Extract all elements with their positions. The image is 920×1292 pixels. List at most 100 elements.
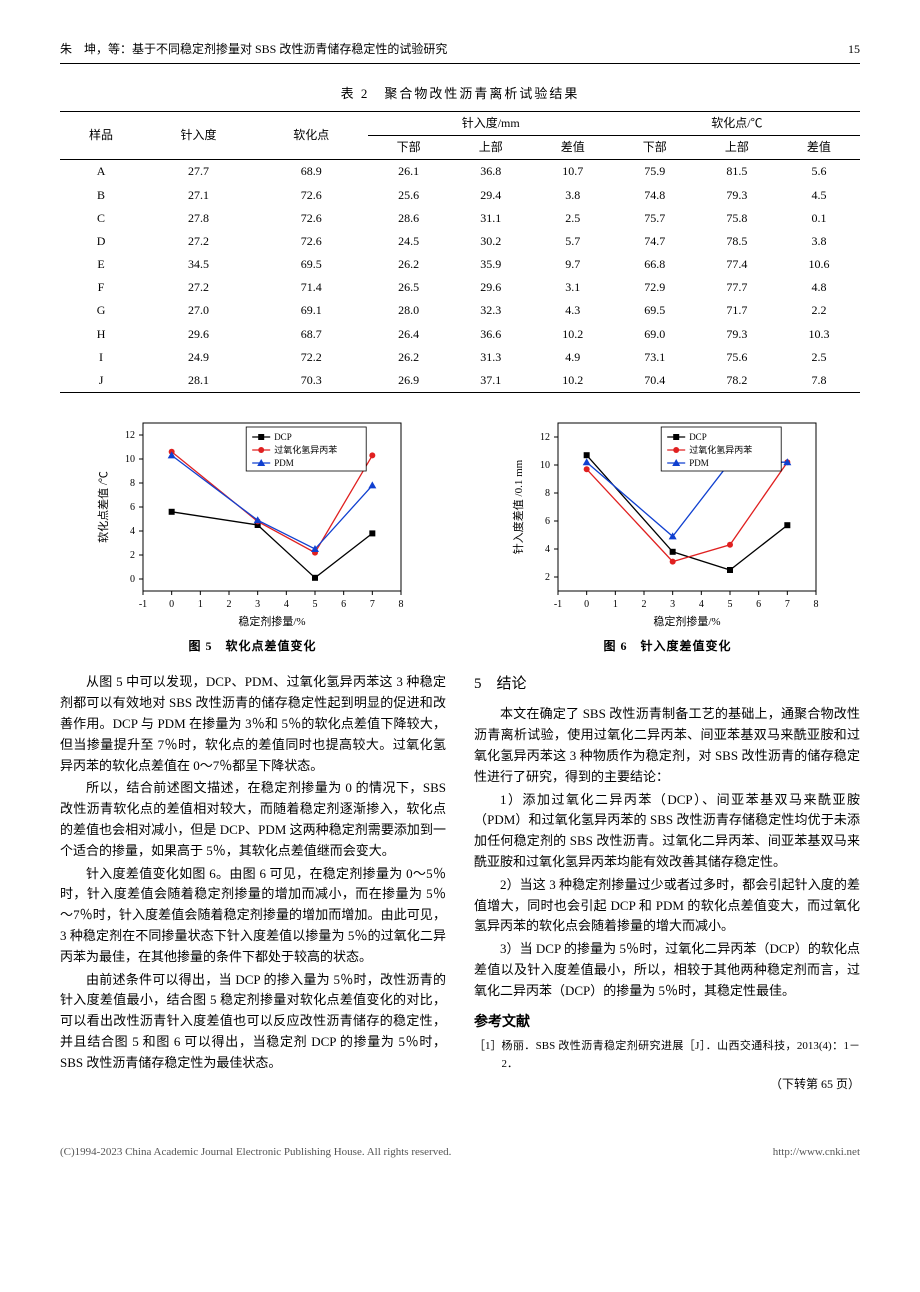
table-cell: 77.7 — [696, 276, 778, 299]
footer-left: (C)1994-2023 China Academic Journal Elec… — [60, 1144, 451, 1162]
table-cell: 34.5 — [142, 253, 255, 276]
para: 所以，结合前述图文描述，在稳定剂掺量为 0 的情况下，SBS 改性沥青软化点的差… — [60, 778, 446, 861]
table-cell: 10.6 — [778, 253, 860, 276]
sub-header: 上部 — [450, 136, 532, 160]
svg-text:-1: -1 — [553, 599, 561, 610]
table-cell: 24.9 — [142, 346, 255, 369]
svg-text:8: 8 — [813, 599, 818, 610]
table-row: C27.872.628.631.12.575.775.80.1 — [60, 207, 860, 230]
continued-note: （下转第 65 页） — [474, 1075, 860, 1094]
svg-text:PDM: PDM — [689, 458, 709, 468]
chart-5-caption: 图 5 软化点差值变化 — [60, 637, 445, 656]
table-row: B27.172.625.629.43.874.879.34.5 — [60, 184, 860, 207]
svg-text:2: 2 — [226, 599, 231, 610]
table-row: F27.271.426.529.63.172.977.74.8 — [60, 276, 860, 299]
footer-right: http://www.cnki.net — [773, 1144, 860, 1162]
table-cell: 73.1 — [614, 346, 696, 369]
table-cell: 72.9 — [614, 276, 696, 299]
page-number: 15 — [848, 40, 860, 59]
para: 针入度差值变化如图 6。由图 6 可见，在稳定剂掺量为 0～5％时，针入度差值会… — [60, 864, 446, 968]
table-cell: 78.5 — [696, 230, 778, 253]
table-cell: 75.7 — [614, 207, 696, 230]
table-cell: 36.8 — [450, 160, 532, 184]
svg-text:2: 2 — [545, 572, 550, 583]
table-cell: 3.8 — [778, 230, 860, 253]
table-cell: 7.8 — [778, 369, 860, 393]
svg-text:10: 10 — [125, 454, 135, 465]
table-cell: J — [60, 369, 142, 393]
table-cell: 79.3 — [696, 184, 778, 207]
table-cell: 81.5 — [696, 160, 778, 184]
table-cell: I — [60, 346, 142, 369]
table-cell: 5.6 — [778, 160, 860, 184]
svg-text:8: 8 — [545, 488, 550, 499]
svg-text:DCP: DCP — [689, 432, 707, 442]
svg-text:0: 0 — [584, 599, 589, 610]
table-cell: 71.4 — [255, 276, 368, 299]
svg-text:5: 5 — [727, 599, 732, 610]
table-cell: 72.6 — [255, 207, 368, 230]
table-cell: 72.6 — [255, 184, 368, 207]
table-cell: 2.5 — [532, 207, 614, 230]
page-header: 朱 坤，等：基于不同稳定剂掺量对 SBS 改性沥青储存稳定性的试验研究 15 — [60, 40, 860, 64]
table-cell: 28.6 — [368, 207, 450, 230]
reference-item: ［1］ 杨丽．SBS 改性沥青稳定剂研究进展［J］．山西交通科技，2013(4)… — [474, 1038, 860, 1073]
table-cell: E — [60, 253, 142, 276]
svg-text:12: 12 — [125, 430, 135, 441]
table-cell: 5.7 — [532, 230, 614, 253]
table-row: G27.069.128.032.34.369.571.72.2 — [60, 299, 860, 322]
table-cell: 72.6 — [255, 230, 368, 253]
references-title: 参考文献 — [474, 1012, 860, 1034]
table-row: J28.170.326.937.110.270.478.27.8 — [60, 369, 860, 393]
table-title: 表 2 聚合物改性沥青离析试验结果 — [60, 84, 860, 105]
footer: (C)1994-2023 China Academic Journal Elec… — [60, 1144, 860, 1162]
table-cell: 72.2 — [255, 346, 368, 369]
svg-text:5: 5 — [312, 599, 317, 610]
table-cell: 9.7 — [532, 253, 614, 276]
table-cell: 75.8 — [696, 207, 778, 230]
svg-text:1: 1 — [197, 599, 202, 610]
section-5-title: 5 结论 — [474, 672, 860, 696]
table-cell: 74.8 — [614, 184, 696, 207]
para: 2）当这 3 种稳定剂掺量过少或者过多时，都会引起针入度的差值增大，同时也会引起… — [474, 875, 860, 937]
table-cell: 25.6 — [368, 184, 450, 207]
svg-text:稳定剂掺量/%: 稳定剂掺量/% — [653, 614, 720, 628]
table-cell: 75.9 — [614, 160, 696, 184]
svg-text:6: 6 — [341, 599, 346, 610]
chart-5-block: -1012345678稳定剂掺量/%024681012软化点差值 /℃DCP过氧… — [60, 411, 445, 656]
table-cell: 30.2 — [450, 230, 532, 253]
table-cell: D — [60, 230, 142, 253]
table-cell: 2.5 — [778, 346, 860, 369]
svg-text:3: 3 — [670, 599, 675, 610]
table-cell: 27.7 — [142, 160, 255, 184]
table-cell: 35.9 — [450, 253, 532, 276]
table-cell: 10.7 — [532, 160, 614, 184]
table-cell: 27.1 — [142, 184, 255, 207]
table-cell: 3.8 — [532, 184, 614, 207]
svg-text:1: 1 — [612, 599, 617, 610]
svg-text:0: 0 — [130, 574, 135, 585]
col-group-soft: 软化点/℃ — [614, 111, 860, 135]
sub-header: 下部 — [368, 136, 450, 160]
table-row: A27.768.926.136.810.775.981.55.6 — [60, 160, 860, 184]
ref-text: 杨丽．SBS 改性沥青稳定剂研究进展［J］．山西交通科技，2013(4)：1－2… — [502, 1040, 861, 1070]
col-softening: 软化点 — [255, 111, 368, 159]
svg-text:6: 6 — [545, 516, 550, 527]
svg-text:8: 8 — [398, 599, 403, 610]
col-sample: 样品 — [60, 111, 142, 159]
table-row: H29.668.726.436.610.269.079.310.3 — [60, 323, 860, 346]
table-cell: H — [60, 323, 142, 346]
table-cell: 69.5 — [614, 299, 696, 322]
table-cell: 70.3 — [255, 369, 368, 393]
body-text: 从图 5 中可以发现，DCP、PDM、过氧化氢异丙苯这 3 种稳定剂都可以有效地… — [60, 672, 860, 1094]
svg-text:4: 4 — [698, 599, 703, 610]
svg-text:2: 2 — [641, 599, 646, 610]
svg-text:稳定剂掺量/%: 稳定剂掺量/% — [238, 614, 305, 628]
table-cell: 4.3 — [532, 299, 614, 322]
results-table: 样品 针入度 软化点 针入度/mm 软化点/℃ 下部上部差值下部上部差值 A27… — [60, 111, 860, 393]
table-cell: A — [60, 160, 142, 184]
table-cell: 70.4 — [614, 369, 696, 393]
svg-text:12: 12 — [540, 432, 550, 443]
svg-text:过氧化氢异丙苯: 过氧化氢异丙苯 — [689, 444, 752, 455]
table-cell: 27.0 — [142, 299, 255, 322]
